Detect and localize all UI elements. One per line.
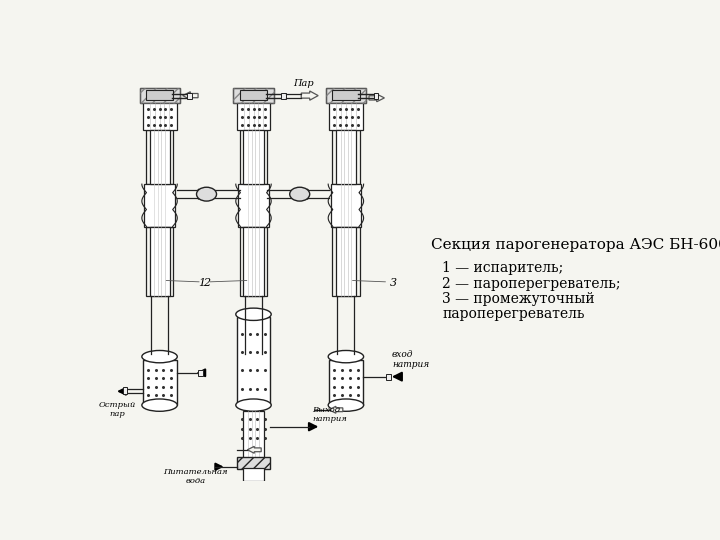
Text: 3: 3 bbox=[390, 278, 397, 288]
Bar bbox=[144, 184, 175, 226]
Ellipse shape bbox=[235, 308, 271, 320]
Bar bbox=[233, 88, 274, 103]
Polygon shape bbox=[329, 406, 343, 413]
Polygon shape bbox=[183, 92, 198, 99]
Ellipse shape bbox=[197, 187, 217, 201]
Bar bbox=[332, 226, 360, 296]
Bar bbox=[329, 103, 363, 130]
Bar bbox=[198, 370, 203, 376]
Bar bbox=[145, 226, 174, 296]
Ellipse shape bbox=[328, 350, 364, 363]
Text: Выход
натрия: Выход натрия bbox=[312, 406, 347, 423]
Bar bbox=[150, 226, 170, 296]
Text: Острый
пар: Острый пар bbox=[99, 401, 136, 418]
Bar bbox=[237, 457, 271, 469]
Text: Пар: Пар bbox=[294, 79, 314, 88]
Polygon shape bbox=[248, 447, 261, 453]
Ellipse shape bbox=[289, 187, 310, 201]
Bar bbox=[145, 90, 174, 100]
Bar bbox=[326, 88, 366, 103]
Polygon shape bbox=[369, 94, 384, 102]
Ellipse shape bbox=[235, 399, 271, 411]
Text: 2: 2 bbox=[204, 278, 210, 288]
Bar bbox=[243, 130, 264, 184]
Ellipse shape bbox=[142, 399, 177, 411]
Polygon shape bbox=[301, 91, 318, 100]
Bar bbox=[140, 88, 179, 103]
Bar bbox=[374, 93, 378, 99]
Ellipse shape bbox=[328, 399, 364, 411]
Bar bbox=[329, 360, 363, 405]
Bar bbox=[187, 93, 192, 99]
Bar bbox=[330, 184, 361, 226]
Bar bbox=[237, 318, 271, 405]
Bar bbox=[332, 130, 360, 184]
Text: 2 — пароперегреватель;: 2 — пароперегреватель; bbox=[442, 276, 621, 291]
Bar bbox=[243, 468, 264, 481]
Bar bbox=[140, 88, 179, 103]
Bar bbox=[238, 184, 269, 226]
Bar bbox=[145, 130, 174, 184]
Bar bbox=[237, 103, 271, 130]
Ellipse shape bbox=[142, 350, 177, 363]
Text: пароперегреватель: пароперегреватель bbox=[442, 307, 585, 321]
Text: 1: 1 bbox=[199, 278, 206, 288]
Text: 1 — испаритель;: 1 — испаритель; bbox=[442, 261, 564, 275]
Bar bbox=[243, 226, 264, 296]
Text: вход
натрия: вход натрия bbox=[392, 349, 429, 369]
Bar bbox=[150, 130, 170, 184]
Bar bbox=[326, 88, 366, 103]
Bar bbox=[122, 387, 127, 394]
Bar bbox=[240, 226, 267, 296]
Bar bbox=[143, 360, 176, 405]
Text: Секция парогенератора АЭС БН-600.: Секция парогенератора АЭС БН-600. bbox=[431, 238, 720, 252]
Bar bbox=[233, 88, 274, 103]
Bar bbox=[332, 90, 360, 100]
Bar bbox=[282, 93, 286, 99]
Text: 3 — промежуточный: 3 — промежуточный bbox=[442, 292, 595, 306]
Bar bbox=[240, 90, 267, 100]
Bar bbox=[243, 411, 264, 457]
Bar bbox=[386, 374, 390, 380]
Text: Питательная
вода: Питательная вода bbox=[163, 468, 228, 485]
Bar bbox=[336, 226, 356, 296]
Bar bbox=[336, 130, 356, 184]
Bar bbox=[240, 130, 267, 184]
Bar bbox=[143, 103, 176, 130]
